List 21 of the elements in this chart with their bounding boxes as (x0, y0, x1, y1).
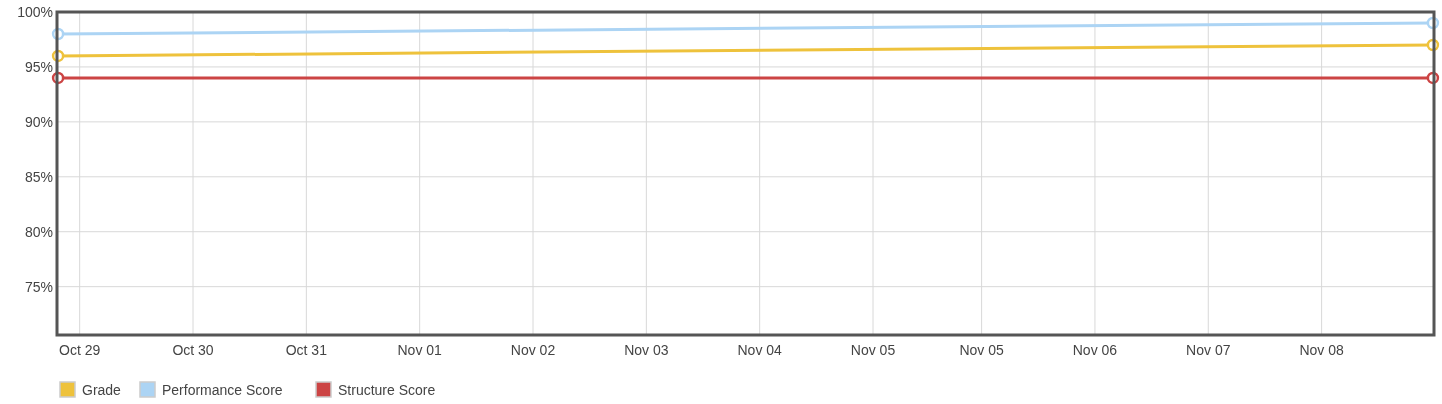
y-tick-label: 100% (17, 3, 53, 20)
x-tick-label: Nov 06 (1072, 342, 1118, 358)
x-tick-label: Nov 03 (624, 342, 669, 358)
legend-label: Grade (82, 381, 122, 398)
y-tick-label: 80% (24, 223, 53, 240)
x-tick-label: Nov 05 (959, 342, 1004, 358)
x-tick-label: Nov 01 (397, 342, 443, 358)
y-tick-label: 85% (24, 168, 53, 185)
legend-label: Performance Score (162, 381, 283, 398)
x-tick-label: Nov 04 (737, 342, 783, 358)
x-tick-label: Oct 29 (59, 342, 101, 358)
y-tick-label: 75% (24, 278, 53, 295)
x-tick-label: Nov 08 (1299, 342, 1344, 358)
x-tick-label: Oct 31 (285, 342, 328, 358)
y-tick-label: 95% (24, 58, 53, 75)
y-tick-label: 90% (24, 113, 53, 130)
x-tick-label: Oct 30 (172, 342, 214, 358)
x-tick-label: Nov 02 (510, 342, 556, 358)
legend-label: Structure Score (338, 381, 436, 398)
x-tick-label: Nov 07 (1186, 342, 1231, 358)
x-tick-label: Nov 05 (850, 342, 896, 358)
